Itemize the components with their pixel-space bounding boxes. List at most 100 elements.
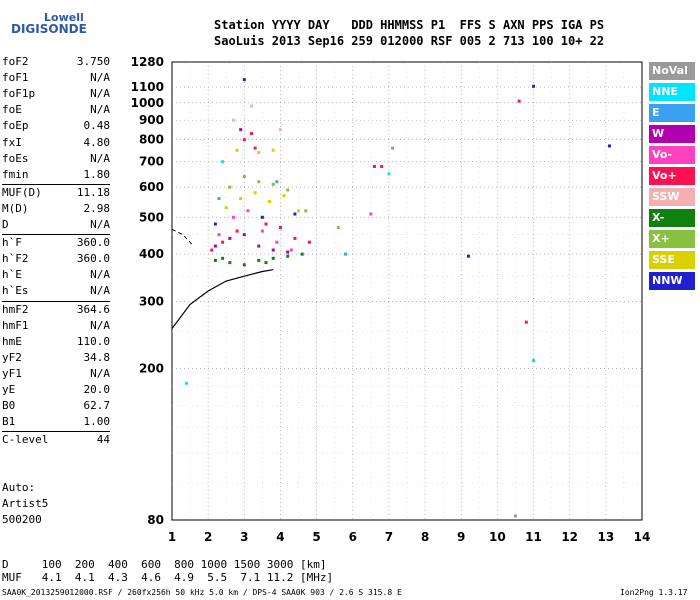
data-point bbox=[242, 233, 246, 237]
param-row: foF1 N/A bbox=[2, 70, 110, 86]
param-value: N/A bbox=[90, 103, 110, 117]
data-point bbox=[271, 248, 275, 252]
legend-item: NNE bbox=[649, 83, 695, 101]
param-row: yF2 34.8 bbox=[2, 350, 110, 366]
data-point bbox=[391, 146, 395, 150]
param-value: N/A bbox=[90, 366, 110, 380]
data-point bbox=[275, 240, 279, 244]
param-row: hmF1 N/A bbox=[2, 318, 110, 334]
data-point bbox=[221, 240, 225, 244]
data-point bbox=[271, 182, 275, 186]
param-row: h`F 360.0 bbox=[2, 235, 110, 251]
data-point bbox=[235, 229, 239, 233]
param-row: foF1p N/A bbox=[2, 86, 110, 102]
param-separator bbox=[2, 234, 110, 236]
data-point bbox=[224, 206, 228, 210]
data-point bbox=[250, 132, 254, 136]
legend-item: Vo- bbox=[649, 146, 695, 164]
data-point bbox=[257, 244, 261, 248]
param-value: N/A bbox=[90, 71, 110, 85]
data-point bbox=[286, 188, 290, 192]
data-point bbox=[278, 225, 282, 229]
footer-info: SAA0K_2013259012000.RSF / 260fx256h 50 k… bbox=[2, 588, 402, 597]
data-point bbox=[213, 244, 217, 248]
x-tick-label: 10 bbox=[489, 530, 506, 544]
param-name: h`F2 bbox=[2, 252, 29, 266]
data-point bbox=[213, 258, 217, 262]
param-value: 20.0 bbox=[83, 383, 111, 396]
data-point bbox=[304, 209, 308, 213]
y-tick-label: 300 bbox=[139, 295, 164, 309]
param-name: D bbox=[2, 218, 9, 231]
param-row: hmE 110.0 bbox=[2, 334, 110, 350]
x-tick-label: 8 bbox=[421, 530, 429, 544]
param-row: D N/A bbox=[2, 217, 110, 233]
param-row: M(D) 2.98 bbox=[2, 201, 110, 217]
param-name: fmin bbox=[2, 167, 29, 181]
x-tick-label: 2 bbox=[204, 530, 212, 544]
param-name: B1 bbox=[2, 415, 16, 429]
logo-line1: Lowell bbox=[44, 11, 84, 24]
data-point bbox=[235, 148, 239, 152]
param-row: yE 20.0 bbox=[2, 382, 110, 398]
param-value: 4.80 bbox=[83, 135, 111, 149]
param-name: fxI bbox=[2, 135, 22, 149]
param-value: 0.48 bbox=[83, 119, 111, 133]
data-point bbox=[532, 84, 536, 88]
header-line1: Station YYYY DAY DDD HHMMSS P1 FFS S AXN… bbox=[214, 18, 605, 32]
auto-label: Auto: bbox=[2, 481, 36, 494]
param-value: N/A bbox=[90, 268, 110, 282]
auto-code: 500200 bbox=[2, 513, 42, 526]
data-point bbox=[286, 250, 290, 254]
data-point bbox=[307, 240, 311, 244]
param-name: hmF2 bbox=[2, 302, 29, 316]
param-value: 364.6 bbox=[76, 302, 110, 316]
param-value: N/A bbox=[90, 318, 110, 332]
legend-item: NNW bbox=[649, 272, 695, 290]
data-point bbox=[297, 209, 301, 213]
param-value: 2.98 bbox=[83, 201, 111, 215]
x-tick-label: 14 bbox=[634, 530, 651, 544]
data-point bbox=[242, 138, 246, 142]
param-name: foF1 bbox=[2, 71, 29, 85]
param-value: 1.00 bbox=[83, 415, 111, 429]
legend-item: SSW bbox=[649, 188, 695, 206]
y-tick-label: 1000 bbox=[131, 96, 164, 110]
legend-item: W bbox=[649, 125, 695, 143]
param-name: foF1p bbox=[2, 87, 36, 101]
data-point bbox=[264, 261, 268, 265]
data-point bbox=[524, 320, 528, 324]
param-row: B1 1.00 bbox=[2, 414, 110, 430]
x-tick-label: 7 bbox=[385, 530, 393, 544]
param-value: N/A bbox=[90, 151, 110, 165]
x-tick-label: 9 bbox=[457, 530, 465, 544]
data-point bbox=[242, 78, 246, 82]
param-row: foEs N/A bbox=[2, 151, 110, 167]
param-value: 62.7 bbox=[83, 399, 111, 413]
param-row: B0 62.7 bbox=[2, 398, 110, 414]
data-point bbox=[300, 252, 304, 256]
x-tick-label: 1 bbox=[168, 530, 176, 544]
param-value: 360.0 bbox=[76, 236, 110, 250]
data-point bbox=[282, 194, 286, 198]
param-name: foF2 bbox=[2, 55, 29, 68]
param-row: hmF2 364.6 bbox=[2, 302, 110, 318]
param-value: 110.0 bbox=[76, 334, 110, 348]
data-point bbox=[257, 151, 261, 155]
param-name: C-level bbox=[2, 433, 49, 447]
data-point bbox=[268, 200, 272, 204]
param-name: h`F bbox=[2, 236, 22, 250]
data-point bbox=[532, 359, 536, 363]
data-point bbox=[228, 261, 232, 265]
plot-frame bbox=[171, 61, 643, 521]
param-value: N/A bbox=[90, 87, 110, 101]
param-value: 34.8 bbox=[83, 350, 111, 364]
param-separator bbox=[2, 183, 110, 185]
param-value: 44 bbox=[96, 433, 110, 447]
x-tick-label: 11 bbox=[525, 530, 542, 544]
data-point bbox=[293, 212, 297, 216]
data-point bbox=[336, 225, 340, 229]
param-name: foEp bbox=[2, 119, 29, 133]
y-tick-label: 400 bbox=[139, 247, 164, 261]
data-point bbox=[213, 222, 217, 226]
